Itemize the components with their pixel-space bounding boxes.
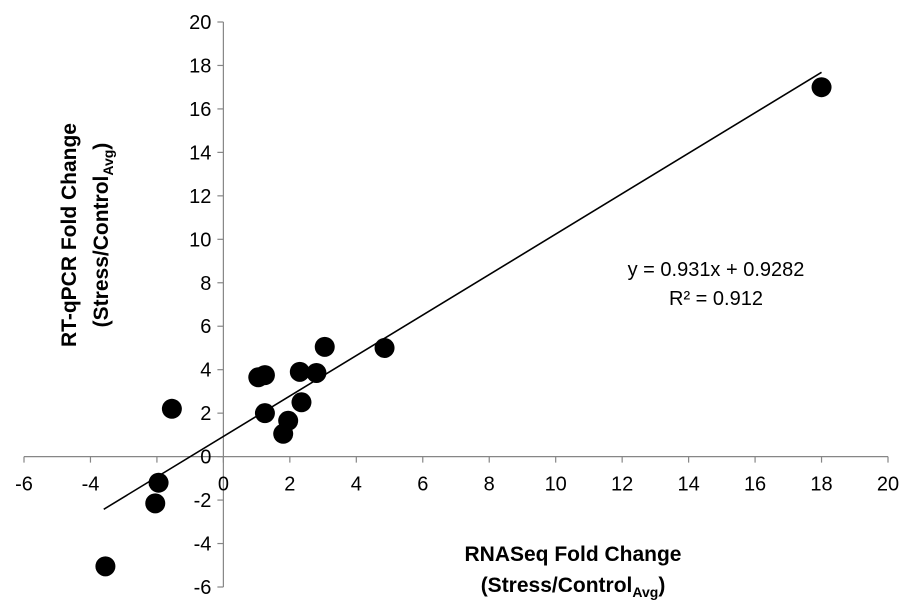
x-axis-title-main: (Stress/Control bbox=[481, 574, 633, 597]
y-tick-label: -2 bbox=[194, 490, 212, 512]
y-tick-label: 4 bbox=[200, 360, 211, 382]
x-tick-label: 8 bbox=[484, 474, 495, 496]
y-axis-ticks: -6 -4 -2 0 2 4 6 8 10 12 14 16 18 20 bbox=[189, 12, 224, 599]
y-tick-label: 16 bbox=[189, 99, 211, 121]
x-tick-label: 16 bbox=[744, 474, 766, 496]
y-tick-label: 12 bbox=[189, 186, 211, 208]
y-tick-label: 6 bbox=[200, 316, 211, 338]
y-tick-label: 2 bbox=[200, 403, 211, 425]
y-axis-title-main: (Stress/Control bbox=[90, 176, 113, 328]
data-point bbox=[314, 336, 335, 357]
axes bbox=[24, 22, 888, 587]
y-axis-title-line2: (Stress/ControlAvg) bbox=[90, 143, 116, 328]
y-tick-label: 10 bbox=[189, 229, 211, 251]
y-axis-title-end: ) bbox=[90, 143, 113, 150]
x-axis-title-end: ) bbox=[658, 574, 665, 597]
x-tick-label: 14 bbox=[677, 474, 699, 496]
y-tick-label: 8 bbox=[200, 273, 211, 295]
data-point bbox=[248, 367, 269, 388]
trendline-group bbox=[103, 71, 822, 510]
y-tick-label: -6 bbox=[194, 577, 212, 599]
data-point bbox=[273, 423, 294, 444]
y-tick-label: 18 bbox=[189, 55, 211, 77]
x-tick-label: 6 bbox=[417, 474, 428, 496]
x-axis-title-line2: (Stress/ControlAvg) bbox=[481, 574, 666, 600]
x-tick-label: 10 bbox=[545, 474, 567, 496]
y-tick-label: -4 bbox=[194, 534, 212, 556]
data-point bbox=[306, 362, 327, 383]
data-point bbox=[289, 361, 310, 382]
x-tick-label: 12 bbox=[611, 474, 633, 496]
x-tick-label: 20 bbox=[877, 474, 899, 496]
x-tick-label: 2 bbox=[284, 474, 295, 496]
r-squared-label: R² = 0.912 bbox=[669, 288, 763, 310]
y-axis-title: RT-qPCR Fold Change (Stress/ControlAvg) bbox=[58, 123, 116, 347]
data-point bbox=[148, 472, 169, 493]
data-point bbox=[254, 403, 275, 424]
x-tick-label: 18 bbox=[810, 474, 832, 496]
x-axis-title-subscript: Avg bbox=[632, 584, 658, 600]
trendline-equation: y = 0.931x + 0.9282 bbox=[628, 259, 805, 281]
y-tick-label: 14 bbox=[189, 142, 211, 164]
x-axis-title-line1: RNASeq Fold Change bbox=[464, 543, 681, 566]
x-tick-label: 0 bbox=[218, 474, 229, 496]
x-tick-label: -6 bbox=[15, 474, 33, 496]
data-point bbox=[374, 337, 395, 358]
y-tick-label: 0 bbox=[200, 447, 211, 469]
y-axis-title-subscript: Avg bbox=[100, 150, 116, 176]
data-point bbox=[291, 392, 312, 413]
x-tick-label: -4 bbox=[82, 474, 100, 496]
data-point bbox=[811, 77, 832, 98]
x-tick-label: 4 bbox=[351, 474, 362, 496]
trendline bbox=[103, 71, 822, 510]
data-point bbox=[95, 556, 116, 577]
y-tick-label: 20 bbox=[189, 12, 211, 34]
data-point bbox=[161, 398, 182, 419]
data-point bbox=[145, 493, 166, 514]
y-axis-title-line1: RT-qPCR Fold Change bbox=[58, 123, 81, 347]
data-points bbox=[95, 77, 832, 577]
